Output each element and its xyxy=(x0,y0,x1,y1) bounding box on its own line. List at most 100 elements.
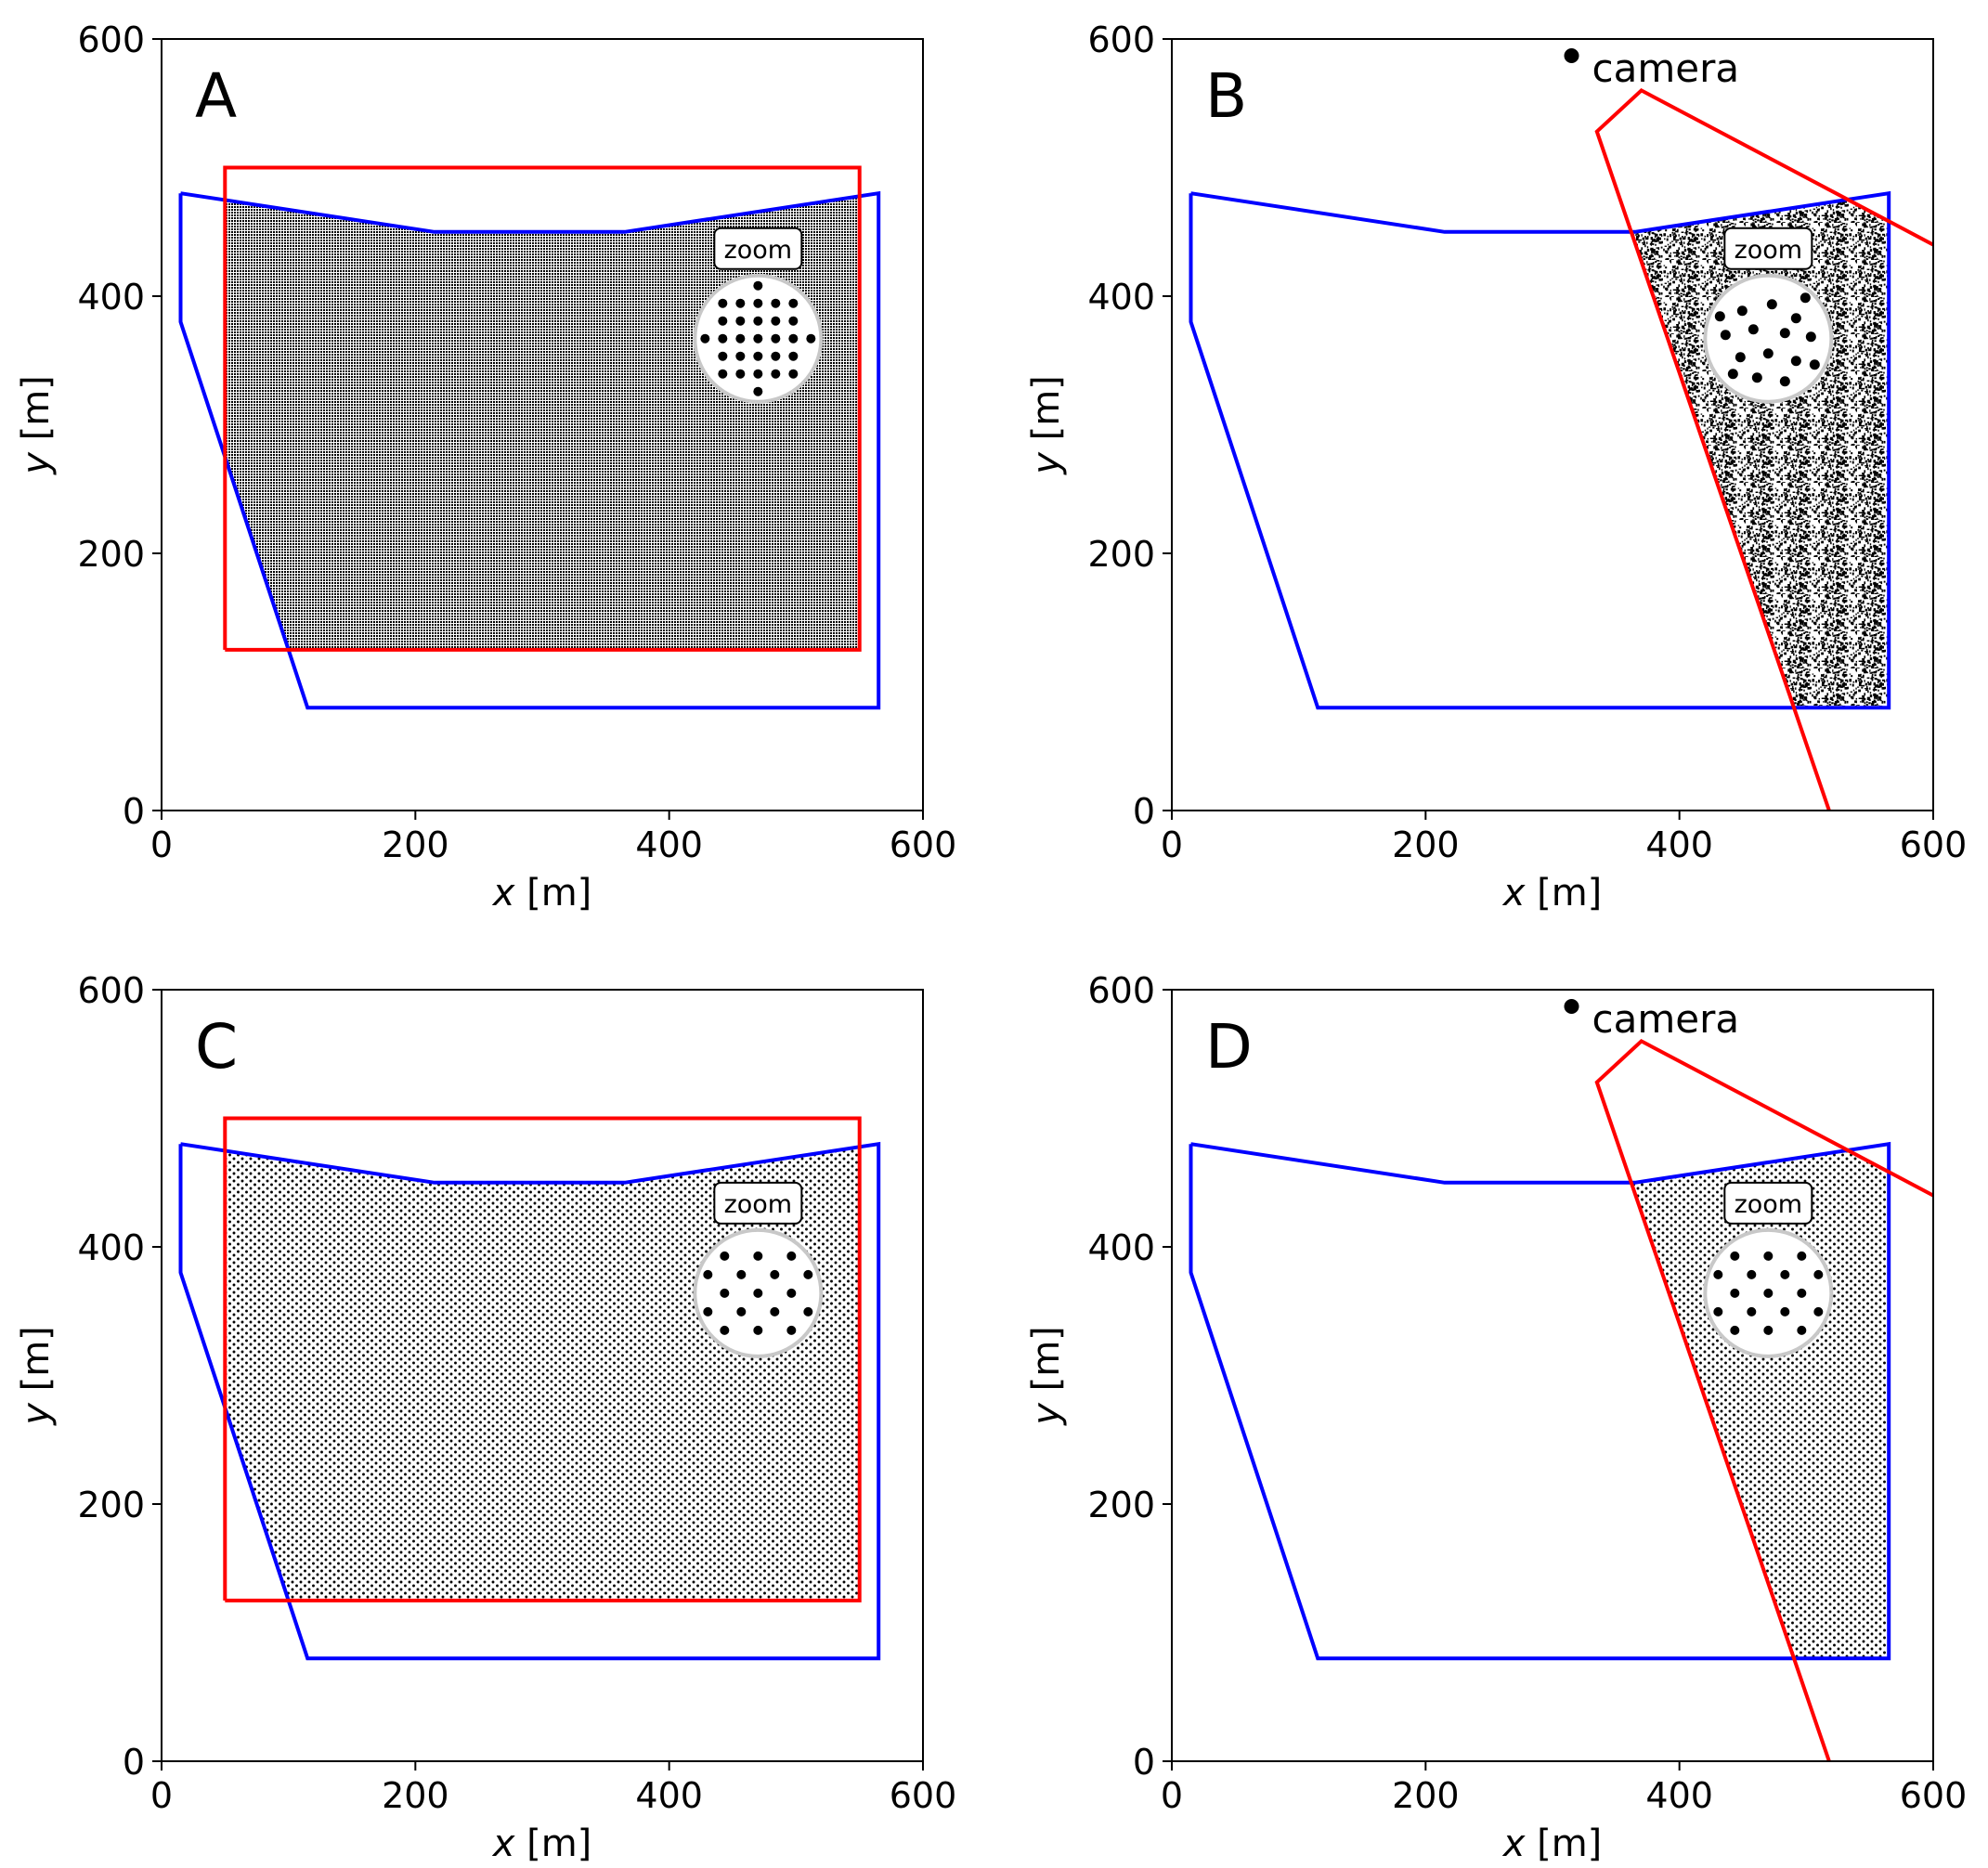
domain-boundary xyxy=(178,190,881,710)
zoom-label: zoom xyxy=(1735,1190,1803,1219)
x-tick-label: 600 xyxy=(1900,824,1968,865)
y-tick-label: 0 xyxy=(123,1742,145,1783)
zoom-dot xyxy=(735,333,746,344)
panel-letter: A xyxy=(195,60,237,132)
zoom-circle xyxy=(1703,273,1834,404)
camera-dot xyxy=(1564,48,1579,64)
x-tick-label: 0 xyxy=(150,824,173,865)
y-axis-label-unit: [m] xyxy=(15,1326,58,1403)
zoom-dot xyxy=(771,369,781,379)
zoom-dot xyxy=(788,316,799,326)
zoom-dot xyxy=(703,1306,713,1317)
panel-letter: D xyxy=(1205,1011,1253,1083)
zoom-dot xyxy=(788,369,799,379)
zoom-dot xyxy=(1730,1325,1740,1335)
zoom-dot xyxy=(1762,348,1774,359)
x-tick-label: 400 xyxy=(1645,824,1713,865)
zoom-dot xyxy=(788,298,799,308)
zoom-dot xyxy=(1763,1288,1774,1298)
zoom-dot xyxy=(753,298,763,308)
zoom-dot xyxy=(753,1251,763,1261)
x-tick-label: 0 xyxy=(150,1775,173,1816)
zoom-dot xyxy=(1748,324,1759,335)
panel-letter: B xyxy=(1205,60,1247,132)
zoom-dot xyxy=(736,1269,747,1279)
x-axis-label-var: x xyxy=(491,1823,515,1865)
domain-boundary xyxy=(178,1141,881,1661)
zoom-dot xyxy=(788,333,799,344)
zoom-inset: zoom xyxy=(693,227,824,404)
zoom-dot xyxy=(771,298,781,308)
zoom-dot xyxy=(735,298,746,308)
zoom-dot xyxy=(788,351,799,361)
point-cloud xyxy=(225,193,860,650)
zoom-dot xyxy=(703,1269,713,1279)
y-tick-label: 200 xyxy=(1087,1485,1155,1525)
x-axis-label-unit: [m] xyxy=(514,872,591,915)
x-tick-label: 600 xyxy=(890,824,957,865)
zoom-dot xyxy=(1790,356,1801,367)
zoom-dot xyxy=(753,1325,763,1335)
y-tick-label: 600 xyxy=(1087,19,1155,60)
extent-outline xyxy=(223,1116,862,1602)
x-axis-label-var: x xyxy=(1501,872,1526,915)
zoom-dot xyxy=(1763,1251,1774,1261)
zoom-dot xyxy=(1714,311,1725,322)
x-axis-label: x [m] xyxy=(1501,1823,1603,1865)
axes-frame xyxy=(1171,38,1934,811)
x-tick-label: 400 xyxy=(635,824,703,865)
y-axis-label-unit: [m] xyxy=(15,375,58,452)
x-axis-label-var: x xyxy=(1501,1823,1526,1865)
y-tick-label: 600 xyxy=(77,19,145,60)
y-axis-label-unit: [m] xyxy=(1025,375,1068,452)
y-axis-label: y [m] xyxy=(15,375,58,475)
points-region xyxy=(1596,1144,1890,1659)
zoom-dot xyxy=(770,1306,780,1317)
zoom-dot xyxy=(718,316,728,326)
x-tick-label: 400 xyxy=(635,1775,703,1816)
zoom-dot xyxy=(718,333,728,344)
zoom-dot xyxy=(1735,352,1746,363)
zoom-dot xyxy=(753,1288,763,1298)
x-axis-label: x [m] xyxy=(491,872,592,915)
y-axis-label-var: y xyxy=(1025,1402,1068,1426)
y-tick-label: 0 xyxy=(1133,791,1155,832)
zoom-dot xyxy=(1713,1306,1723,1317)
zoom-dot xyxy=(735,316,746,326)
zoom-dot xyxy=(1727,369,1738,380)
zoom-dot xyxy=(1713,1269,1723,1279)
y-tick-label: 600 xyxy=(77,970,145,1011)
zoom-dot xyxy=(1800,292,1811,304)
y-axis-label-unit: [m] xyxy=(1025,1326,1068,1403)
zoom-dot xyxy=(753,369,763,379)
y-tick-label: 400 xyxy=(1087,1227,1155,1268)
zoom-dot xyxy=(786,1288,797,1298)
point-cloud xyxy=(1596,193,1890,708)
zoom-dot xyxy=(720,1251,730,1261)
y-tick-label: 400 xyxy=(77,1227,145,1268)
outlines xyxy=(1189,87,1933,811)
zoom-dot xyxy=(1763,1325,1774,1335)
zoom-dot xyxy=(753,280,763,291)
axes-frame xyxy=(161,38,924,811)
zoom-dot xyxy=(736,1306,747,1317)
points-region xyxy=(1596,193,1890,708)
y-tick-label: 400 xyxy=(77,277,145,318)
zoom-dot xyxy=(1813,1269,1824,1279)
zoom-dot xyxy=(786,1325,797,1335)
y-tick-label: 600 xyxy=(1087,970,1155,1011)
zoom-dot xyxy=(1797,1288,1807,1298)
extent-outline xyxy=(223,165,862,652)
zoom-dot xyxy=(771,351,781,361)
outlines xyxy=(178,1116,881,1661)
zoom-dot xyxy=(806,333,816,344)
x-axis-label-unit: [m] xyxy=(514,1823,591,1865)
camera-marker: camera xyxy=(1564,45,1739,91)
domain-boundary xyxy=(1189,190,1891,710)
zoom-dot xyxy=(1780,1306,1790,1317)
x-tick-label: 600 xyxy=(1900,1775,1968,1816)
x-tick-label: 200 xyxy=(1392,1775,1460,1816)
